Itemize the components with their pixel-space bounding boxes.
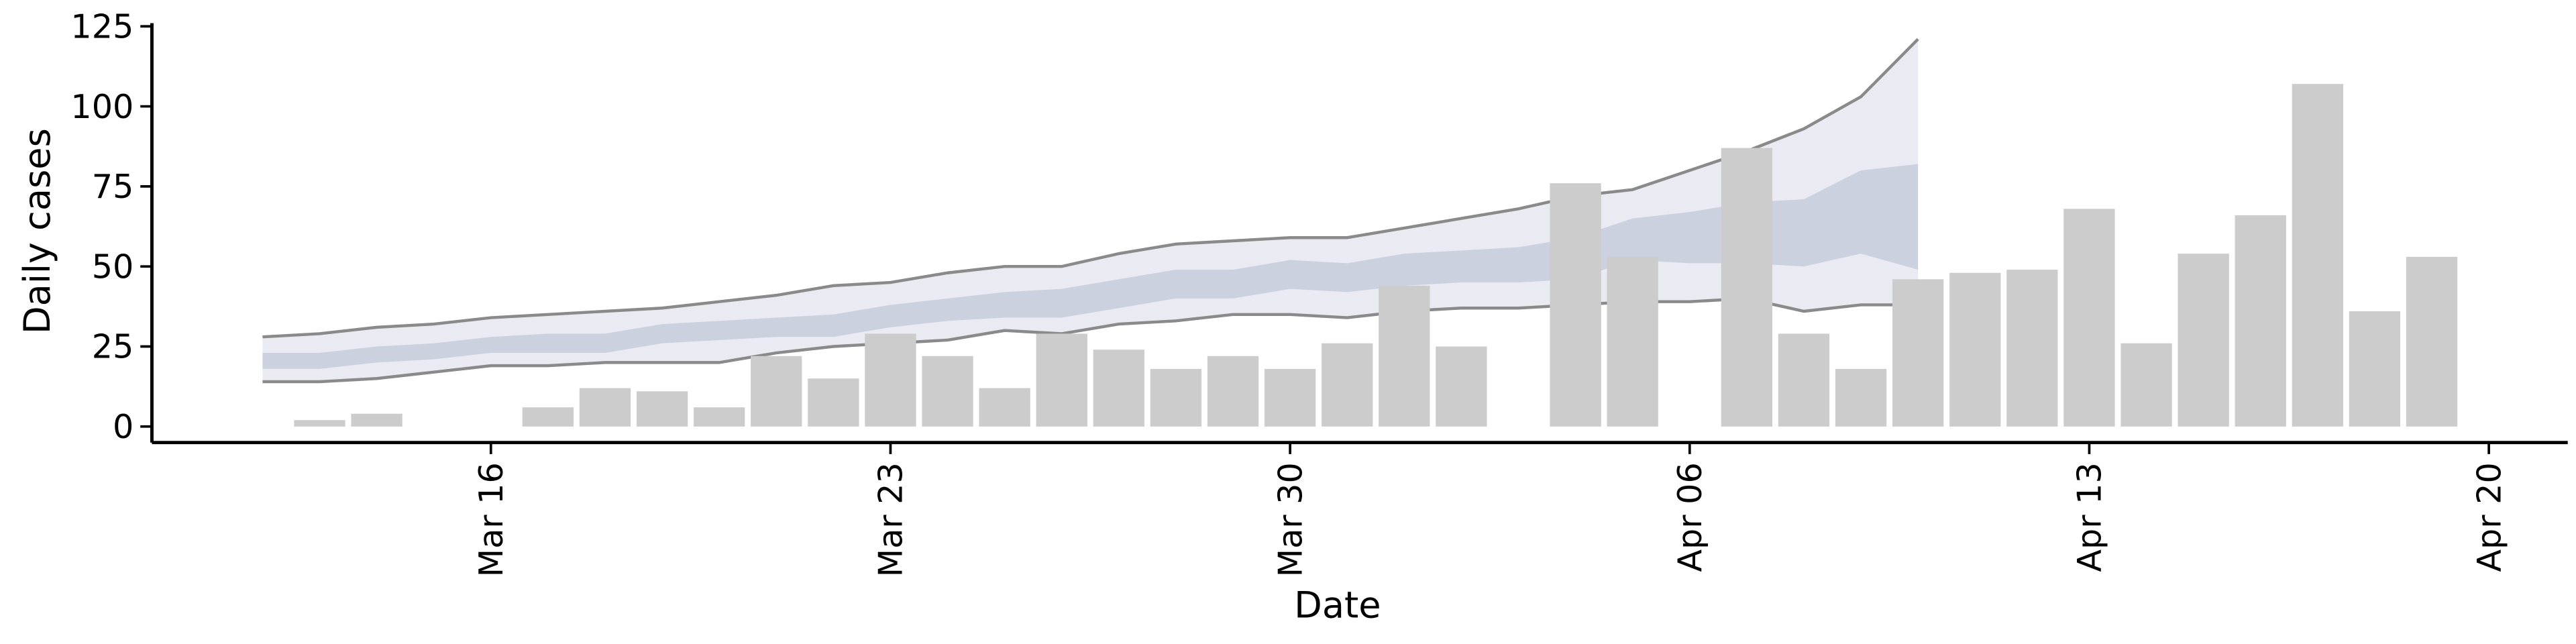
- bar: [1379, 285, 1430, 427]
- x-tick-label: Apr 06: [1670, 462, 1709, 572]
- bar: [1835, 368, 1887, 427]
- bar: [1436, 346, 1487, 427]
- bar: [865, 333, 916, 427]
- bar: [1036, 333, 1087, 427]
- bar: [2406, 256, 2458, 427]
- bar: [1264, 368, 1316, 427]
- bar: [2292, 84, 2343, 427]
- bar: [294, 420, 345, 427]
- bar: [522, 407, 574, 427]
- x-tick-label: Mar 30: [1271, 462, 1309, 577]
- bar: [922, 356, 973, 427]
- bar: [693, 407, 745, 427]
- bar: [2063, 209, 2115, 427]
- bar: [808, 378, 859, 427]
- bar: [1150, 368, 1202, 427]
- y-tick-label: 50: [92, 247, 134, 286]
- x-axis-label: Date: [1294, 584, 1381, 627]
- bar: [1892, 279, 1944, 427]
- bar: [1207, 356, 1259, 427]
- x-tick-label: Mar 16: [472, 462, 511, 577]
- bar: [579, 388, 631, 427]
- y-tick-label: 100: [70, 87, 133, 126]
- band-line: [262, 38, 1919, 339]
- x-tick-label: Apr 13: [2070, 462, 2109, 572]
- bar: [1093, 350, 1144, 427]
- y-axis-label: Daily cases: [16, 128, 58, 334]
- x-tick-label: Mar 23: [871, 462, 910, 577]
- bar: [1721, 148, 1773, 427]
- y-tick-label: 25: [92, 327, 134, 366]
- band-area: [262, 39, 1919, 382]
- bar: [1778, 333, 1830, 427]
- bar: [1607, 256, 1658, 427]
- x-tick-label: Apr 20: [2469, 462, 2508, 572]
- bar: [1322, 343, 1373, 427]
- y-tick-label: 0: [113, 407, 133, 446]
- y-tick-label: 75: [92, 167, 134, 206]
- bar: [979, 388, 1030, 427]
- bar: [2178, 254, 2229, 427]
- bar: [2121, 343, 2172, 427]
- bar: [351, 413, 402, 427]
- y-tick-label: 125: [70, 7, 133, 46]
- bar: [2235, 215, 2286, 427]
- bar: [2006, 269, 2058, 427]
- bar: [1550, 183, 1601, 427]
- bar: [2349, 311, 2401, 427]
- bar: [1949, 272, 2001, 427]
- bar: [636, 391, 688, 427]
- bar: [751, 356, 802, 427]
